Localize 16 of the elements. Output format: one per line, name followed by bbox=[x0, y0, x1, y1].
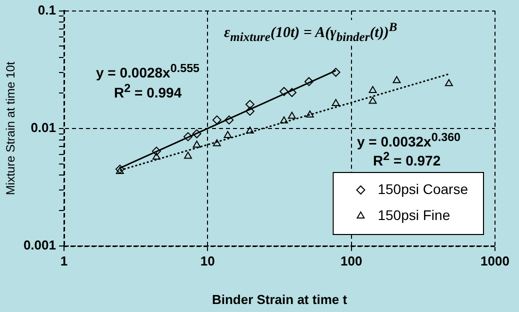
x-tick-label: 1000 bbox=[480, 253, 510, 268]
annotation: R$^{2}$ = 0.972 bbox=[373, 150, 441, 169]
y-tick-label: 0.01 bbox=[30, 120, 56, 135]
x-tick-label: 10 bbox=[200, 253, 215, 268]
x-axis-title: Binder Strain at time t bbox=[212, 292, 348, 307]
annotation: R$^{2}$ = 0.994 bbox=[114, 82, 182, 101]
x-tick-label: 100 bbox=[340, 253, 362, 268]
legend-label: 150psi Fine bbox=[378, 206, 450, 223]
x-tick-label: 1 bbox=[60, 253, 68, 268]
annotation: y = 0.0032x$^{0.360}$ bbox=[357, 131, 461, 150]
y-tick-label: 0.1 bbox=[38, 2, 56, 18]
y-tick-label: 0.001 bbox=[23, 238, 56, 253]
legend-label: 150psi Coarse bbox=[378, 180, 468, 197]
y-axis-title: Mixture Strain at time 10t bbox=[4, 61, 18, 196]
annotation: y = 0.0028x$^{0.555}$ bbox=[96, 62, 200, 81]
annotation: ε$_{mixture}$(10t) = A(γ$_{binder}$(t))$^{B}$ bbox=[224, 20, 398, 45]
